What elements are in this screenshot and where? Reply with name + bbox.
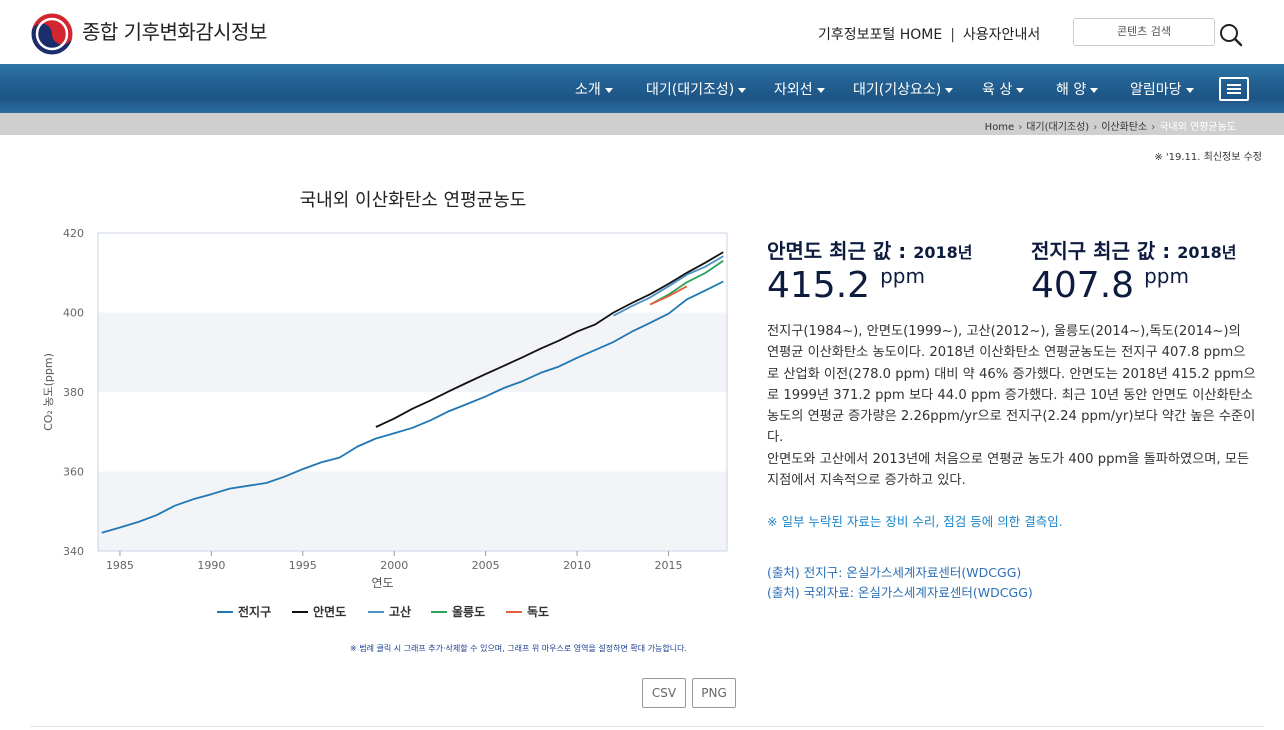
nav-item-land[interactable]: 육 상 bbox=[982, 79, 1025, 99]
government-emblem-icon[interactable] bbox=[30, 12, 74, 56]
legend-item[interactable]: 전지구 bbox=[238, 604, 271, 619]
nav-item-ocean[interactable]: 해 양 bbox=[1056, 79, 1099, 99]
caret-down-icon bbox=[738, 87, 747, 93]
chevron-right-icon: › bbox=[1151, 122, 1156, 133]
nav-item-atmosphere-composition[interactable]: 대기(대기조성) bbox=[646, 79, 747, 99]
plot-band bbox=[98, 471, 727, 551]
x-tick-label: 1990 bbox=[197, 559, 225, 572]
caret-down-icon bbox=[1016, 87, 1025, 93]
nav-item-uv[interactable]: 자외선 bbox=[774, 79, 825, 99]
global-recent-label: 전지구 최근 값 : 2018년 bbox=[1031, 239, 1237, 263]
x-tick-label: 2015 bbox=[654, 559, 682, 572]
breadcrumb-subcategory[interactable]: 이산화탄소 bbox=[1101, 122, 1148, 133]
series-line-4[interactable] bbox=[649, 285, 688, 306]
y-tick-label: 400 bbox=[63, 307, 84, 320]
y-tick-label: 380 bbox=[63, 386, 84, 399]
anmyeon-recent-value: 415.2 ppm bbox=[767, 264, 925, 306]
legend-item[interactable]: 독도 bbox=[527, 605, 549, 619]
series-line-0[interactable] bbox=[101, 280, 724, 534]
anmyeon-recent-label: 안면도 최근 값 : 2018년 bbox=[767, 239, 973, 263]
caret-down-icon bbox=[604, 87, 613, 93]
csv-download-button[interactable]: CSV bbox=[642, 678, 686, 708]
footer-divider bbox=[30, 726, 1264, 727]
x-tick-label: 1995 bbox=[289, 559, 317, 572]
portal-home-link[interactable]: 기후정보포털 HOME bbox=[818, 27, 943, 43]
png-download-button[interactable]: PNG bbox=[692, 678, 736, 708]
user-guide-link[interactable]: 사용자안내서 bbox=[962, 27, 1041, 43]
y-tick-label: 420 bbox=[63, 227, 84, 240]
y-tick-label: 360 bbox=[63, 466, 84, 479]
missing-data-note: ※ 일부 누락된 자료는 장비 수리, 점검 등에 의한 결측임. bbox=[767, 514, 1063, 529]
co2-line-chart[interactable]: 340 360 380 400 420 1985 1990 1995 2000 2005 2010 2… bbox=[30, 220, 750, 630]
breadcrumb: Home › 대기(대기조성) › 이산화탄소 › 국내외 연평균농도 bbox=[985, 118, 1236, 133]
x-tick-label: 2005 bbox=[472, 559, 500, 572]
update-note: ※ '19.11. 최신정보 수정 bbox=[1154, 152, 1262, 163]
global-recent-value: 407.8 ppm bbox=[1031, 264, 1189, 306]
legend-item[interactable]: 울릉도 bbox=[452, 604, 485, 619]
series-line-3[interactable] bbox=[649, 260, 724, 306]
source-global: (출처) 전지구: 온실가스세계자료센터(WDCGG) bbox=[767, 565, 1022, 580]
hamburger-menu-icon[interactable] bbox=[1219, 77, 1249, 101]
caret-down-icon bbox=[1090, 87, 1099, 93]
plot-band bbox=[98, 312, 727, 392]
link-divider: | bbox=[950, 27, 955, 43]
nav-item-atmosphere-weather[interactable]: 대기(기상요소) bbox=[853, 79, 954, 99]
y-tick-label: 340 bbox=[63, 545, 84, 558]
caret-down-icon bbox=[945, 87, 954, 93]
nav-item-intro[interactable]: 소개 bbox=[575, 79, 613, 99]
top-links: 기후정보포털 HOME | 사용자안내서 bbox=[818, 24, 1040, 44]
main-nav: 소개 대기(대기조성) 자외선 대기(기상요소) 육 상 해 양 알림마당 bbox=[0, 64, 1284, 113]
chevron-right-icon: › bbox=[1018, 122, 1023, 133]
legend-item[interactable]: 고산 bbox=[389, 604, 411, 619]
description-paragraph: 전지구(1984~), 안면도(1999~), 고산(2012~), 울릉도(2… bbox=[767, 324, 1256, 446]
breadcrumb-bar: Home › 대기(대기조성) › 이산화탄소 › 국내외 연평균농도 bbox=[0, 113, 1284, 135]
chart-usage-hint: ※ 범례 클릭 시 그래프 추가·삭제할 수 있으며, 그래프 위 마우스로 영… bbox=[350, 644, 687, 653]
plot-area-border bbox=[97, 232, 728, 552]
nav-item-notice[interactable]: 알림마당 bbox=[1130, 79, 1194, 99]
caret-down-icon bbox=[816, 87, 825, 93]
breadcrumb-home[interactable]: Home bbox=[984, 122, 1015, 133]
breadcrumb-category[interactable]: 대기(대기조성) bbox=[1026, 122, 1090, 133]
top-header: 종합 기후변화감시정보 기후정보포털 HOME | 사용자안내서 콘텐츠 검색 bbox=[0, 0, 1284, 64]
description-paragraph: 안면도와 고산에서 2013년에 처음으로 연평균 농도가 400 ppm을 돌… bbox=[767, 451, 1250, 489]
x-tick-label: 2010 bbox=[563, 559, 591, 572]
chart-title: 국내외 이산화탄소 연평균농도 bbox=[299, 190, 527, 211]
search-input[interactable]: 콘텐츠 검색 bbox=[1073, 18, 1215, 46]
search-icon[interactable] bbox=[1218, 22, 1244, 48]
legend-item[interactable]: 안면도 bbox=[313, 604, 346, 619]
x-tick-label: 2000 bbox=[380, 559, 408, 572]
chevron-right-icon: › bbox=[1093, 122, 1098, 133]
series-line-1[interactable] bbox=[375, 251, 724, 428]
source-international: (출처) 국외자료: 온실가스세계자료센터(WDCGG) bbox=[767, 585, 1033, 600]
caret-down-icon bbox=[1185, 87, 1194, 93]
series-line-2[interactable] bbox=[613, 255, 724, 317]
y-axis-label: CO₂ 농도(ppm) bbox=[42, 353, 55, 431]
description-text: 전지구(1984~), 안면도(1999~), 고산(2012~), 울릉도(2… bbox=[767, 321, 1257, 491]
breadcrumb-current: 국내외 연평균농도 bbox=[1159, 122, 1236, 133]
site-title[interactable]: 종합 기후변화감시정보 bbox=[82, 20, 267, 44]
x-axis-label: 연도 bbox=[371, 576, 393, 590]
x-tick-label: 1985 bbox=[106, 559, 134, 572]
